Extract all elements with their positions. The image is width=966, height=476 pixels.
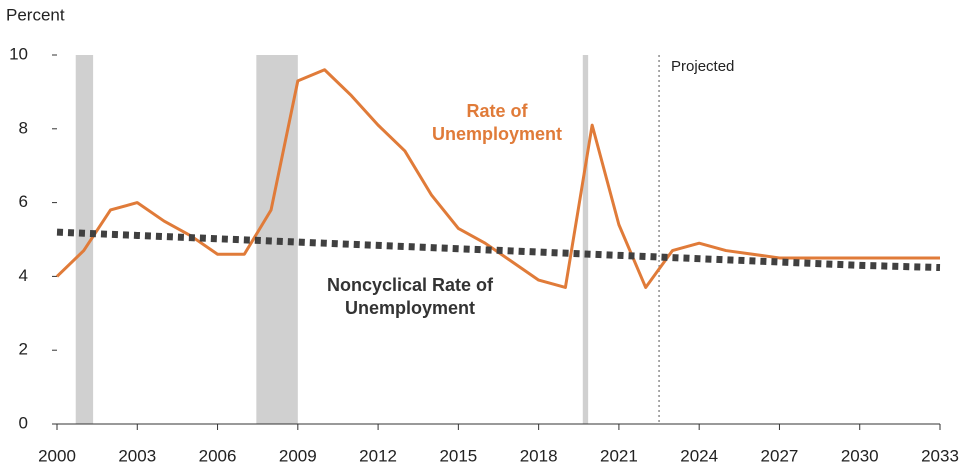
x-tick-label: 2024: [680, 446, 718, 465]
series-label: Unemployment: [432, 124, 562, 144]
x-tick-label: 2006: [199, 446, 237, 465]
series-label: Noncyclical Rate of: [327, 275, 494, 295]
y-tick-label: 10: [9, 44, 28, 63]
x-tick-label: 2012: [359, 446, 397, 465]
x-tick-label: 2027: [761, 446, 799, 465]
projection-label: Projected: [671, 58, 734, 75]
series-label: Unemployment: [345, 298, 475, 318]
x-tick-label: 2015: [439, 446, 477, 465]
x-tick-label: 2021: [600, 446, 638, 465]
y-tick-label: 2: [19, 340, 28, 359]
y-tick-label: 6: [19, 192, 28, 211]
x-tick-label: 2030: [841, 446, 879, 465]
y-tick-label: 4: [19, 266, 28, 285]
y-axis-label: Percent: [6, 5, 65, 24]
x-tick-label: 2018: [520, 446, 558, 465]
series-line: [56, 228, 941, 272]
series-label: Rate of: [466, 101, 528, 121]
x-tick-label: 2033: [921, 446, 959, 465]
x-tick-label: 2003: [118, 446, 156, 465]
y-tick-label: 8: [19, 118, 28, 137]
y-tick-label: 0: [19, 413, 28, 432]
recession-band: [582, 55, 589, 424]
recession-band: [75, 55, 94, 424]
x-tick-label: 2000: [38, 446, 76, 465]
x-tick-label: 2009: [279, 446, 317, 465]
